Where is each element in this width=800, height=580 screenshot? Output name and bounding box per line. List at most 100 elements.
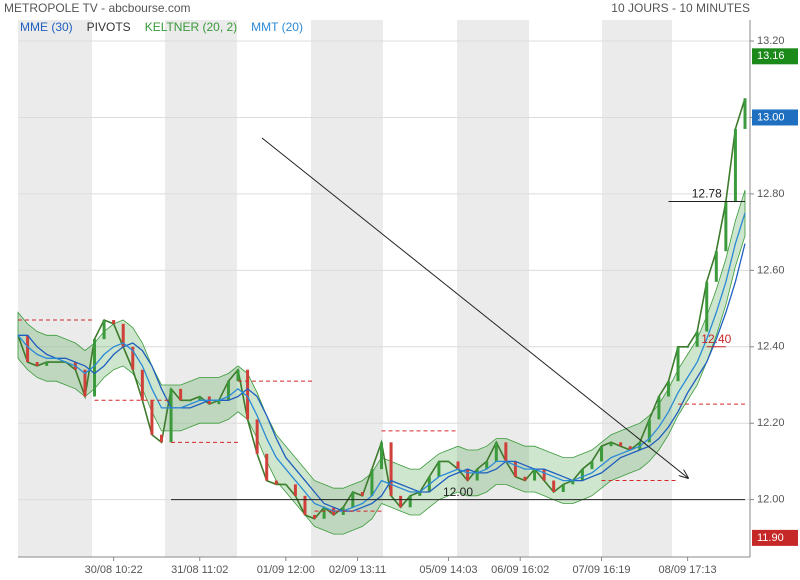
- candle: [150, 400, 154, 435]
- x-tick-label: 31/08 11:02: [171, 564, 228, 576]
- candle: [485, 461, 489, 470]
- candle: [140, 369, 144, 401]
- candle: [246, 369, 250, 420]
- x-tick-label: 01/09 12:00: [257, 564, 315, 576]
- candle: [408, 495, 412, 508]
- x-tick-label: 02/09 13:11: [329, 564, 386, 576]
- plot: 12.78 12.00 12.40: [17, 98, 747, 535]
- y-tick-label: 12.80: [757, 188, 785, 200]
- header: [0, 0, 800, 18]
- candle: [600, 446, 604, 462]
- y-tick-label: 12.60: [757, 264, 785, 276]
- candle: [571, 480, 575, 485]
- average-line: [18, 243, 746, 512]
- candle: [504, 442, 508, 462]
- candle: [714, 251, 718, 282]
- legend-entry: KELTNER (20, 2): [145, 20, 237, 34]
- candle: [83, 369, 87, 397]
- day-band: [311, 20, 383, 557]
- candle: [179, 388, 183, 401]
- chart-subtitle: 10 JOURS - 10 MINUTES: [611, 1, 750, 15]
- candle: [236, 369, 240, 382]
- candle: [609, 442, 613, 447]
- candle: [523, 476, 527, 481]
- candle: [724, 201, 728, 252]
- candle: [437, 461, 441, 477]
- candle: [542, 469, 546, 481]
- candle: [93, 339, 97, 397]
- day-band: [18, 20, 92, 557]
- candle: [590, 461, 594, 470]
- candle: [494, 442, 498, 462]
- level-label: 12.78: [692, 187, 722, 201]
- candle: [45, 362, 49, 366]
- y-tick-label: 12.40: [757, 341, 785, 353]
- candle: [552, 480, 556, 493]
- candle: [380, 442, 383, 470]
- x-tick-label: 30/08 10:22: [85, 564, 143, 576]
- candle: [676, 346, 680, 382]
- x-tick-label: 05/09 14:03: [419, 564, 477, 576]
- x-tick-label: 07/09 16:19: [572, 564, 630, 576]
- candle: [446, 461, 450, 463]
- candle: [657, 396, 661, 420]
- candle: [265, 453, 269, 481]
- candle: [169, 388, 173, 443]
- candle: [159, 434, 163, 443]
- y-tick-label: 12.00: [757, 494, 785, 506]
- y-tick-label: 13.20: [757, 35, 785, 47]
- day-band: [165, 20, 237, 557]
- candle: [580, 469, 584, 481]
- chart-title: METROPOLE TV - abcbourse.com: [4, 1, 191, 15]
- candle: [686, 346, 690, 348]
- trend-arrow: [261, 137, 688, 478]
- x-tick-label: 06/09 16:02: [491, 564, 549, 576]
- candle: [705, 281, 709, 332]
- candle: [121, 323, 125, 347]
- candle: [619, 442, 623, 447]
- candle: [475, 469, 479, 481]
- candle: [26, 335, 30, 363]
- day-bands: [18, 20, 672, 557]
- candle: [533, 469, 537, 481]
- candle: [399, 495, 403, 508]
- candle: [102, 320, 106, 340]
- candle: [370, 469, 374, 496]
- x-tick-label: 08/09 17:13: [659, 564, 717, 576]
- price-badge: [752, 529, 798, 546]
- candle: [456, 461, 460, 470]
- price-badge: [752, 48, 798, 65]
- candle: [293, 484, 297, 496]
- candle: [313, 514, 317, 519]
- candle: [274, 480, 278, 485]
- candle: [112, 320, 116, 324]
- candle: [389, 442, 393, 496]
- price-badge-label: 11.90: [757, 532, 784, 544]
- candle: [255, 419, 259, 454]
- price-line: [17, 98, 746, 520]
- candle: [226, 381, 230, 401]
- candle: [54, 362, 58, 364]
- candle: [695, 331, 699, 347]
- candle: [733, 128, 737, 202]
- candle: [284, 484, 288, 486]
- legend-entry: PIVOTS: [87, 20, 131, 34]
- candle: [217, 400, 221, 405]
- legend-entry: MMT (20): [251, 20, 303, 34]
- candle: [647, 419, 651, 443]
- candle: [628, 446, 632, 450]
- candle: [188, 400, 192, 402]
- legend-entry: MME (30): [20, 20, 73, 34]
- y-tick-label: 12.20: [757, 417, 785, 429]
- candle: [322, 507, 326, 519]
- price-badge-label: 13.00: [757, 111, 785, 123]
- day-band: [602, 20, 672, 557]
- day-band: [457, 20, 529, 557]
- level-label: 12.00: [443, 485, 473, 499]
- candle: [360, 492, 364, 496]
- price-badge-label: 13.16: [757, 50, 785, 62]
- candle: [303, 495, 307, 515]
- average-line: [17, 212, 746, 512]
- legend: MME (30) PIVOTS KELTNER (20, 2) MMT (20): [20, 20, 303, 34]
- candle: [131, 346, 135, 370]
